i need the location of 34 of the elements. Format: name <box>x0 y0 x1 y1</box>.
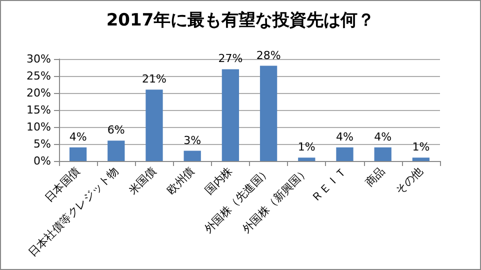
bar <box>374 147 392 161</box>
bar <box>146 90 163 161</box>
y-tick-label: 5% <box>34 138 51 150</box>
y-tick-label: 30% <box>26 52 51 66</box>
x-tick-label: 商品 <box>362 164 388 190</box>
x-tick-label: 欧州債 <box>164 164 197 197</box>
bar <box>184 150 201 161</box>
data-label: 4% <box>374 130 392 144</box>
x-tick-label: 米国債 <box>126 164 159 197</box>
data-label: 4% <box>69 130 87 144</box>
x-tick-label: 国内株 <box>202 164 236 197</box>
bar <box>69 147 87 161</box>
data-label: 3% <box>184 134 202 147</box>
data-label: 28% <box>256 48 281 62</box>
chart-title: 2017年に最も有望な投資先は何？ <box>106 10 375 30</box>
bar <box>222 69 240 161</box>
data-label: 27% <box>218 52 243 66</box>
bar <box>336 147 354 161</box>
x-tick-label: ＲＥＩＴ <box>309 164 350 205</box>
data-label: 1% <box>412 140 430 154</box>
data-label: 1% <box>298 140 316 154</box>
bar <box>108 140 125 161</box>
data-label: 21% <box>142 72 166 86</box>
data-label: 4% <box>336 130 354 144</box>
y-tick-label: 15% <box>26 104 51 116</box>
bar <box>412 158 430 161</box>
bar <box>260 66 278 161</box>
y-tick-label: 0% <box>34 154 51 168</box>
y-tick-label: 20% <box>26 86 51 100</box>
y-tick-label: 25% <box>26 70 51 82</box>
y-tick-label: 10% <box>26 120 51 134</box>
bar <box>298 158 316 161</box>
data-label: 6% <box>107 124 125 137</box>
x-tick-label: その他 <box>393 164 426 197</box>
